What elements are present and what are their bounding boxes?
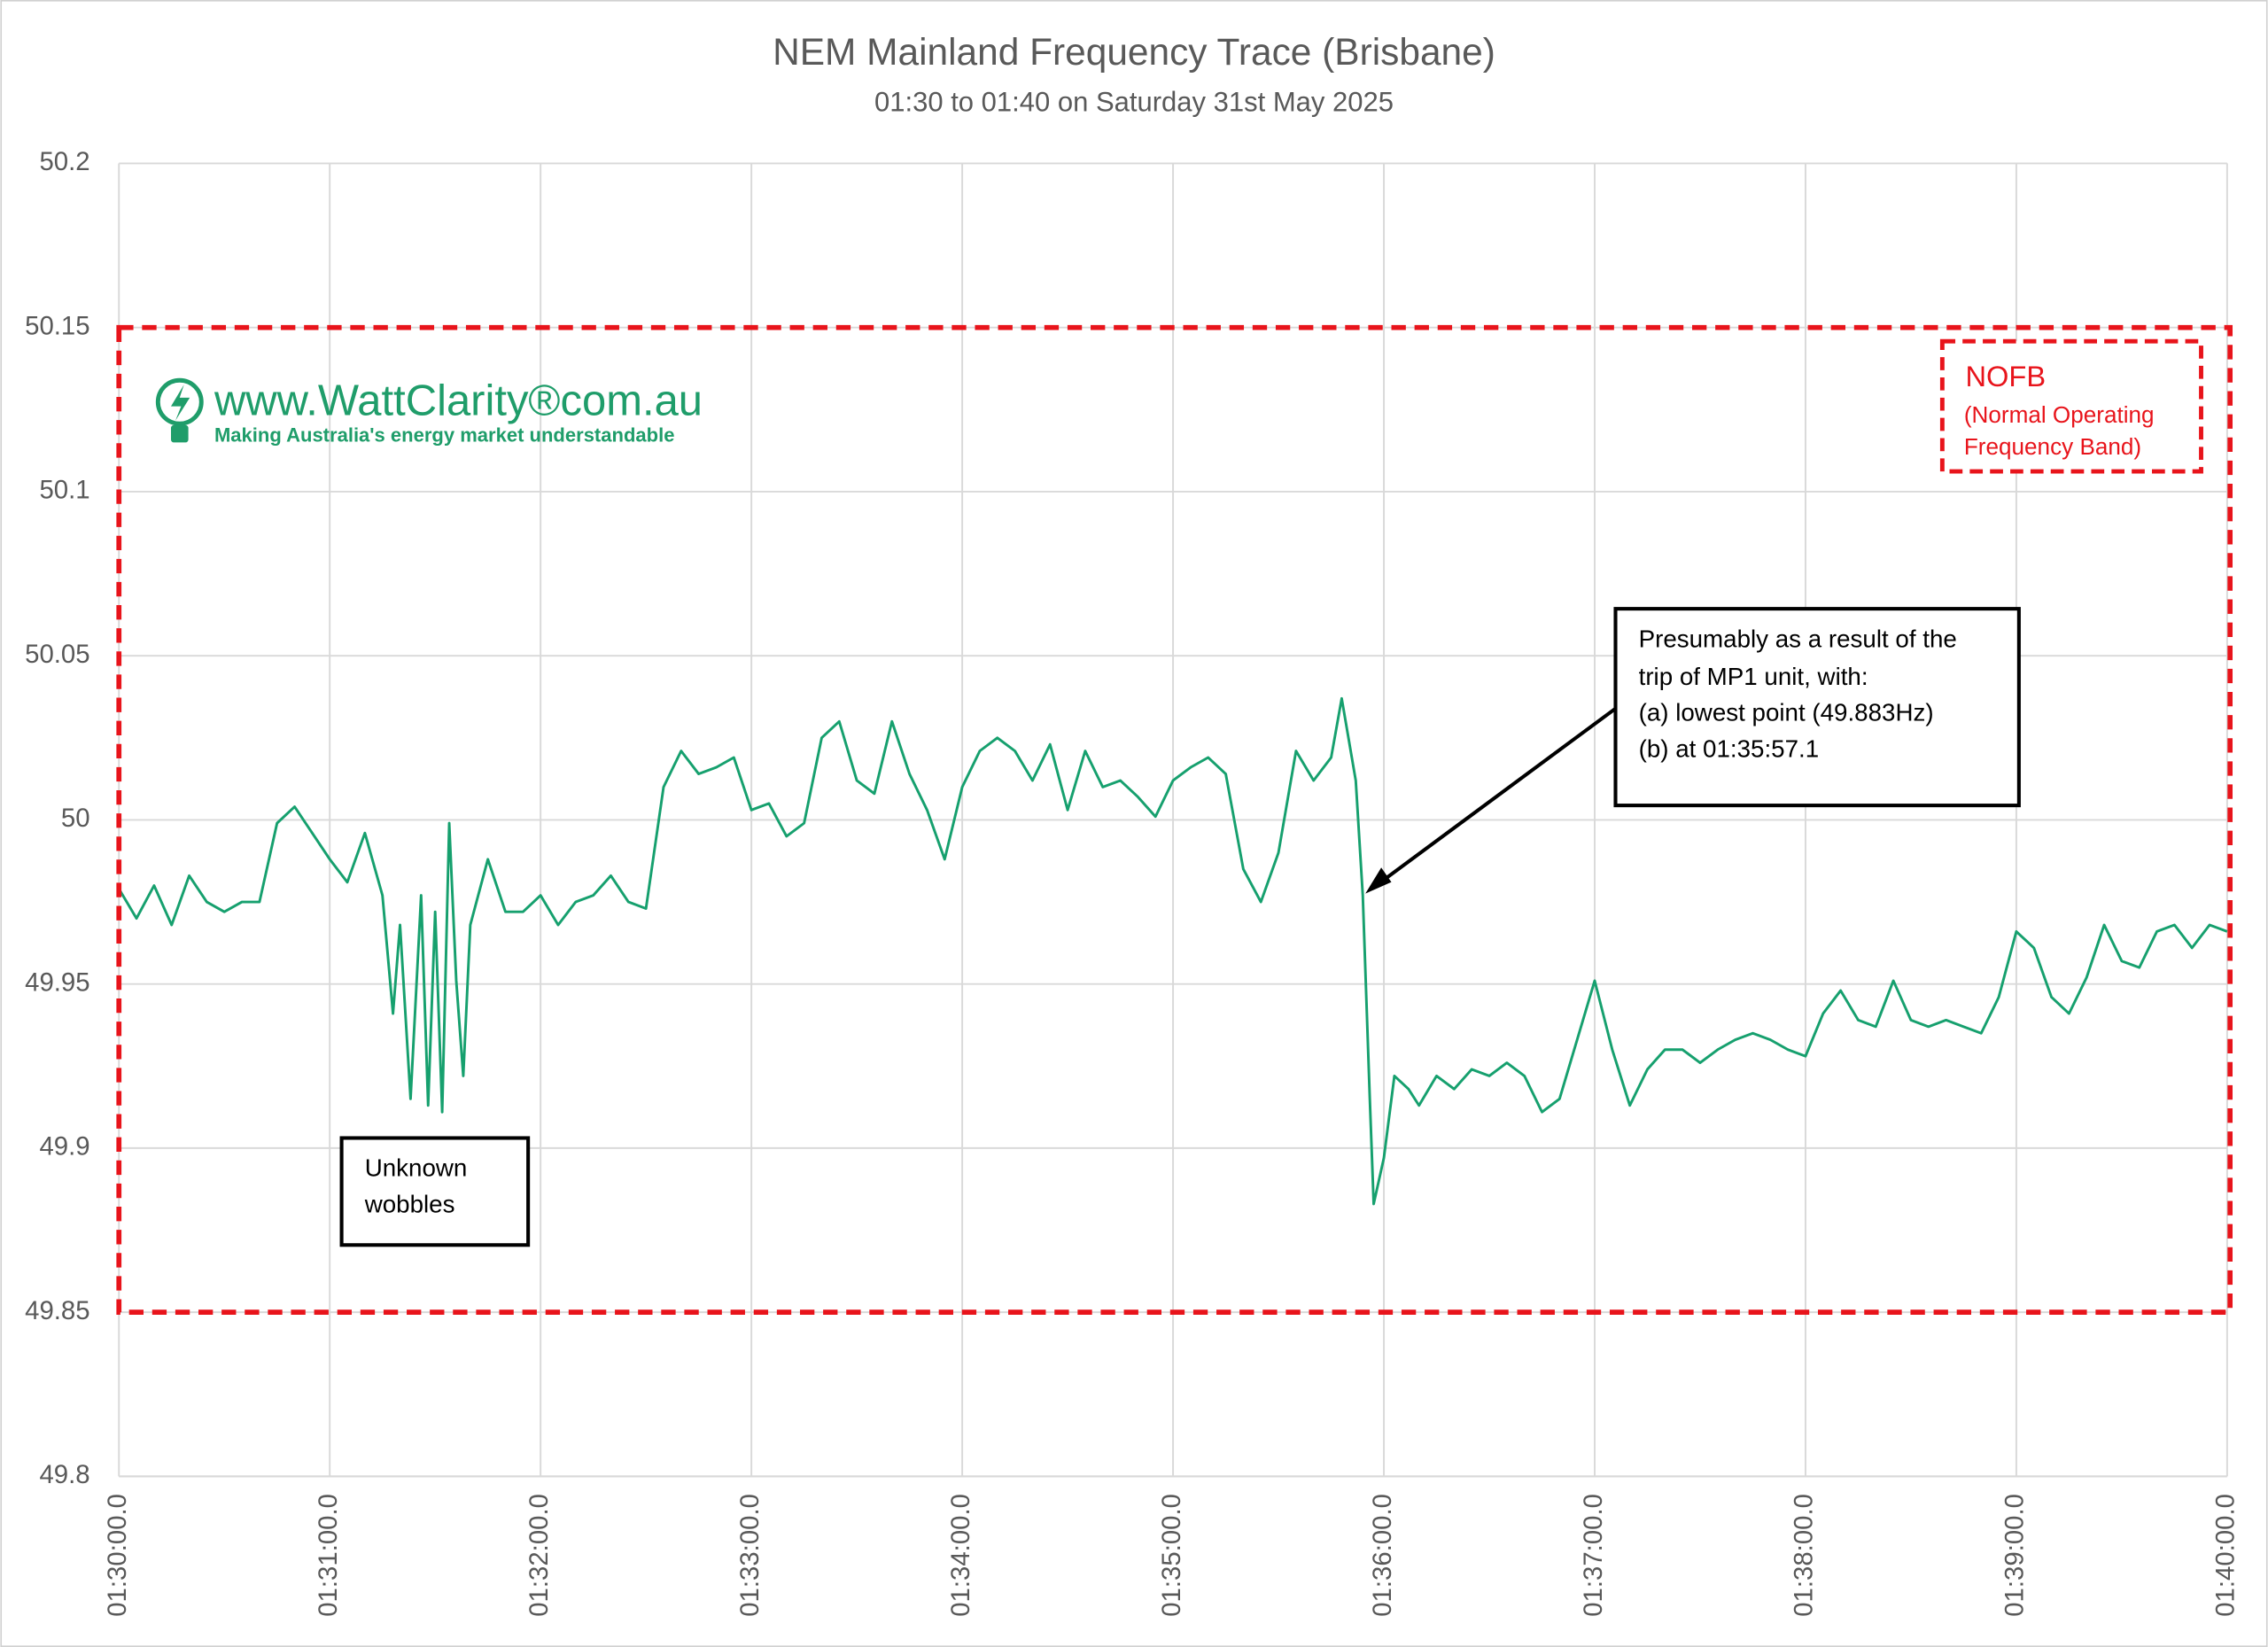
- x-tick-label: 01:35:00.0: [1157, 1494, 1186, 1617]
- callout-text: (b) at 01:35:57.1: [1639, 734, 1820, 762]
- x-tick-label: 01:39:00.0: [2000, 1494, 2030, 1617]
- y-tick-label: 50.05: [25, 640, 89, 669]
- callout-text: trip of MP1 unit, with:: [1639, 663, 1868, 690]
- y-tick-label: 50.15: [25, 311, 89, 340]
- callout-text: Unknown: [365, 1154, 468, 1182]
- band-label: NOFB: [1965, 360, 2046, 392]
- y-tick-label: 49.9: [39, 1132, 89, 1161]
- x-tick-label: 01:34:00.0: [946, 1494, 975, 1617]
- callout-text: (a) lowest point (49.883Hz): [1639, 699, 1934, 726]
- grid: 49.8 49.85 49.9 49.95 50 50.05 50.1 50.15 50.2 01…: [25, 147, 2241, 1617]
- x-tick-label: 01:36:00.0: [1368, 1494, 1397, 1617]
- x-tick-label: 01:38:00.0: [1790, 1494, 1819, 1617]
- callout: Presumably as a result of the trip of MP…: [1365, 607, 2021, 894]
- logo-bolt: [170, 385, 190, 421]
- x-tick-label: 01:32:00.0: [524, 1494, 554, 1617]
- logo-icon-base: [170, 424, 189, 443]
- callout-text: wobbles: [364, 1191, 455, 1218]
- y-tick-label: 50.2: [39, 147, 89, 176]
- chart-subtitle: 01:30 to 01:40 on Saturday 31st May 2025: [874, 87, 1394, 118]
- logo: www.WattClarity®com.au Making Australia'…: [155, 377, 703, 447]
- chart-title: NEM Mainland Frequency Trace (Brisbane): [773, 31, 1495, 73]
- band-legend: NOFB (Normal Operating Frequency Band): [1939, 338, 2203, 474]
- y-tick-label: 50.1: [39, 476, 89, 505]
- callout-box: [339, 1136, 531, 1247]
- x-tick-label: 01:40:00.0: [2211, 1494, 2241, 1617]
- logo-icon: [155, 377, 204, 426]
- callout-arrowhead: [1365, 867, 1392, 894]
- band: [116, 324, 2233, 1316]
- logo-title: www.WattClarity®com.au: [214, 377, 703, 424]
- x-tick-label: 01:30:00.0: [103, 1494, 132, 1617]
- callout-text: Presumably as a result of the: [1639, 625, 1957, 652]
- y-tick-label: 49.95: [25, 967, 89, 997]
- callout-arrow: [1375, 707, 1617, 887]
- y-tick-label: 49.8: [39, 1460, 89, 1489]
- band-description: (Normal Operating: [1964, 401, 2155, 428]
- callout-box: [1613, 607, 2021, 808]
- x-tick-label: 01:37:00.0: [1579, 1494, 1608, 1617]
- plot-area: [116, 324, 2233, 1316]
- y-tick-label: 50: [61, 804, 90, 833]
- logo-tagline: Making Australia's energy market underst…: [214, 424, 675, 447]
- callout: Unknown wobbles: [339, 1136, 531, 1247]
- band-label-box: [1939, 338, 2203, 474]
- band-description: Frequency Band): [1964, 433, 2141, 460]
- data-line: [117, 696, 2228, 1206]
- x-tick-label: 01:33:00.0: [735, 1494, 765, 1617]
- x-tick-label: 01:31:00.0: [314, 1494, 343, 1617]
- y-tick-label: 49.85: [25, 1296, 89, 1325]
